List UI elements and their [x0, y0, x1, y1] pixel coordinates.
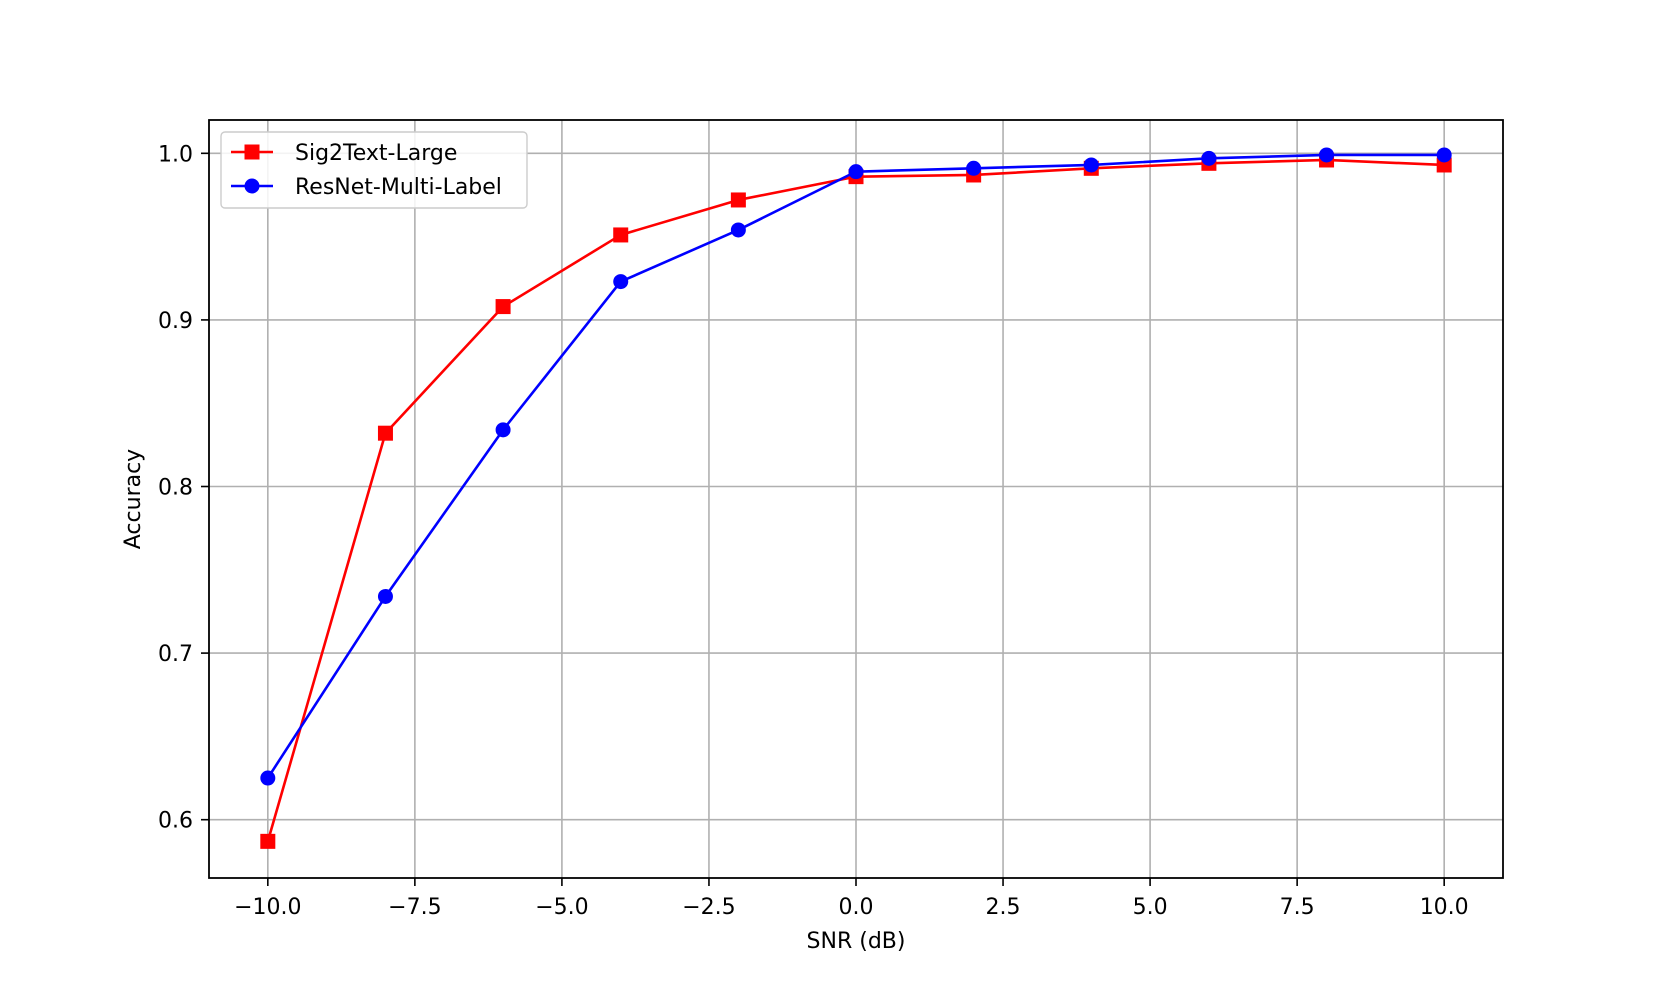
- y-axis-label: Accuracy: [121, 449, 146, 549]
- data-point: [260, 770, 276, 786]
- data-point: [613, 274, 629, 290]
- x-tick-label: −5.0: [535, 895, 588, 920]
- series-resnet-multi-label: [260, 147, 1452, 786]
- x-tick-label: 2.5: [986, 895, 1021, 920]
- x-tick-label: 7.5: [1280, 895, 1315, 920]
- data-point: [377, 425, 393, 441]
- legend-entry-resnet-multi-label: ResNet-Multi-Label: [231, 175, 502, 200]
- x-tick-label: 5.0: [1133, 895, 1168, 920]
- data-point: [613, 227, 629, 243]
- legend: Sig2Text-Large ResNet-Multi-Label: [220, 131, 528, 209]
- data-point: [730, 222, 746, 238]
- x-tick-label: −2.5: [682, 895, 735, 920]
- x-tick-label: 0.0: [839, 895, 874, 920]
- data-point: [966, 160, 982, 176]
- data-point: [495, 422, 511, 438]
- data-point: [848, 164, 864, 180]
- grid: [209, 120, 1503, 878]
- axis-ticks: −10.0 −7.5 −5.0 −2.5 0.0 2.5 5.0 7.5 10.0 0.6 0.7 0…: [158, 142, 1469, 920]
- y-tick-label: 0.7: [158, 642, 193, 667]
- data-point: [1319, 147, 1335, 163]
- data-point: [730, 192, 746, 208]
- y-tick-label: 0.9: [158, 309, 193, 334]
- legend-entry-sig2text-large: Sig2Text-Large: [231, 141, 457, 166]
- legend-box: [220, 131, 528, 209]
- y-tick-label: 0.6: [158, 809, 193, 834]
- data-point: [377, 588, 393, 604]
- x-tick-label: −7.5: [388, 895, 441, 920]
- data-point: [1201, 150, 1217, 166]
- data-point: [1436, 147, 1452, 163]
- y-tick-label: 1.0: [158, 142, 193, 167]
- data-point: [260, 833, 276, 849]
- legend-swatch-marker: [244, 178, 260, 194]
- x-tick-label: −10.0: [234, 895, 301, 920]
- legend-label: ResNet-Multi-Label: [295, 175, 502, 200]
- data-point: [495, 299, 511, 315]
- series-layer: [260, 147, 1452, 849]
- x-tick-label: 10.0: [1420, 895, 1469, 920]
- y-tick-label: 0.8: [158, 476, 193, 501]
- data-point: [1083, 157, 1099, 173]
- legend-swatch-marker: [244, 144, 260, 160]
- x-axis-label: SNR (dB): [807, 929, 906, 954]
- legend-label: Sig2Text-Large: [295, 141, 457, 166]
